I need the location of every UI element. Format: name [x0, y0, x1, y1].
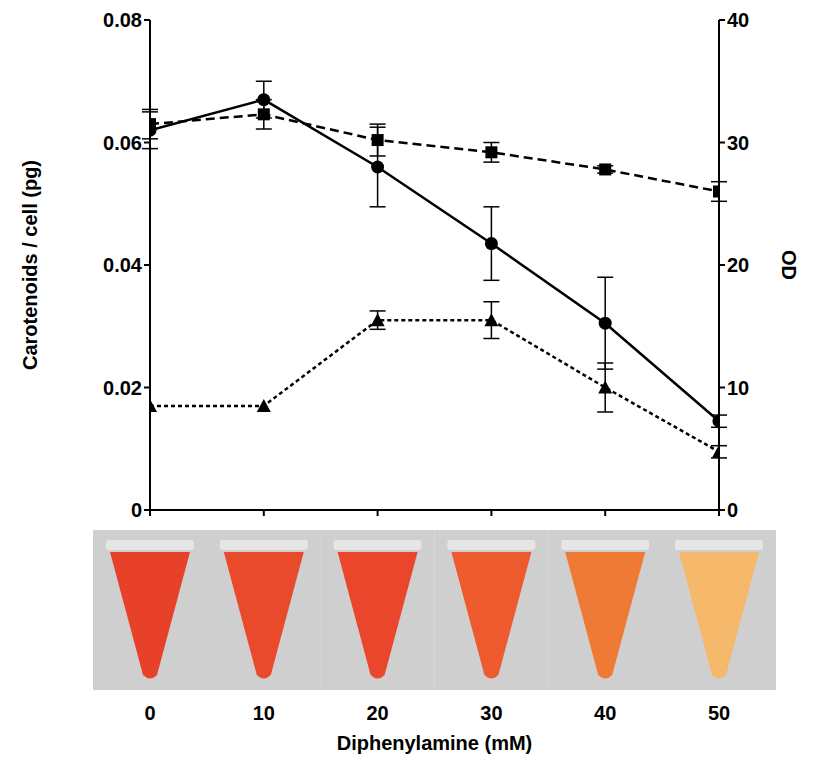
svg-text:50: 50	[708, 702, 730, 724]
svg-text:0.04: 0.04	[103, 254, 143, 276]
svg-text:Diphenylamine (mM): Diphenylamine (mM)	[337, 732, 533, 754]
svg-text:10: 10	[253, 702, 275, 724]
svg-text:0.08: 0.08	[103, 9, 142, 31]
svg-text:10: 10	[727, 377, 749, 399]
svg-text:30: 30	[480, 702, 502, 724]
svg-text:0: 0	[144, 702, 155, 724]
svg-text:0: 0	[131, 499, 142, 521]
svg-text:0.06: 0.06	[103, 132, 142, 154]
svg-text:OD: OD	[778, 250, 800, 280]
svg-text:0: 0	[727, 499, 738, 521]
svg-text:40: 40	[594, 702, 616, 724]
svg-text:Carotenoids / cell (pg): Carotenoids / cell (pg)	[19, 160, 41, 370]
svg-text:40: 40	[727, 9, 749, 31]
svg-text:30: 30	[727, 132, 749, 154]
svg-text:0.02: 0.02	[103, 377, 142, 399]
svg-text:20: 20	[727, 254, 749, 276]
svg-text:20: 20	[366, 702, 388, 724]
